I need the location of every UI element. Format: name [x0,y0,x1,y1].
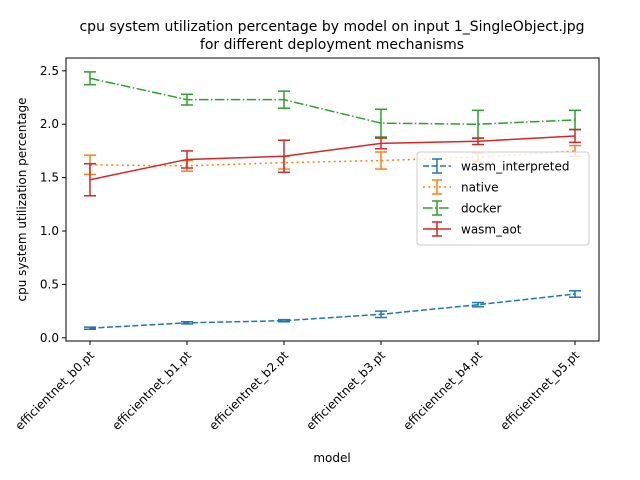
y-tick-label: 0.0 [40,331,59,345]
x-tick-label: efficientnet_b0.pt [12,348,97,433]
y-tick-label: 1.0 [40,224,59,238]
legend-label: native [461,181,498,195]
legend-label: wasm_interpreted [461,160,569,174]
legend-box [416,151,590,246]
series-line [89,135,576,181]
y-tick-label: 1.5 [40,171,59,185]
plot-frame [65,57,600,342]
x-tick-label: efficientnet_b4.pt [400,348,485,433]
series-docker [83,71,582,139]
legend-item-wasm_interpreted: wasm_interpreted [423,158,569,174]
y-axis-label: cpu system utilization percentage [15,98,29,302]
y-tick-label: 2.5 [40,64,59,78]
legend-label: wasm_aot [461,223,522,237]
series-wasm_aot [83,128,582,197]
legend-item-wasm_aot: wasm_aot [423,221,522,237]
chart-title-line2: for different deployment mechanisms [200,37,464,53]
x-tick-label: efficientnet_b2.pt [206,348,291,433]
legend-item-docker: docker [423,200,501,216]
x-axis-label: model [313,451,350,465]
y-tick-label: 2.0 [40,117,59,131]
x-tick-label: efficientnet_b3.pt [303,348,388,433]
x-tick-label: efficientnet_b1.pt [109,348,194,433]
x-tick-label: efficientnet_b5.pt [497,348,582,433]
chart-title-line1: cpu system utilization percentage by mod… [79,19,584,35]
legend-item-native: native [423,179,498,195]
legend-label: docker [461,202,501,216]
series-wasm_interpreted [83,290,582,331]
series-line [89,77,576,125]
y-tick-label: 0.5 [40,277,59,291]
series-line [89,293,576,329]
